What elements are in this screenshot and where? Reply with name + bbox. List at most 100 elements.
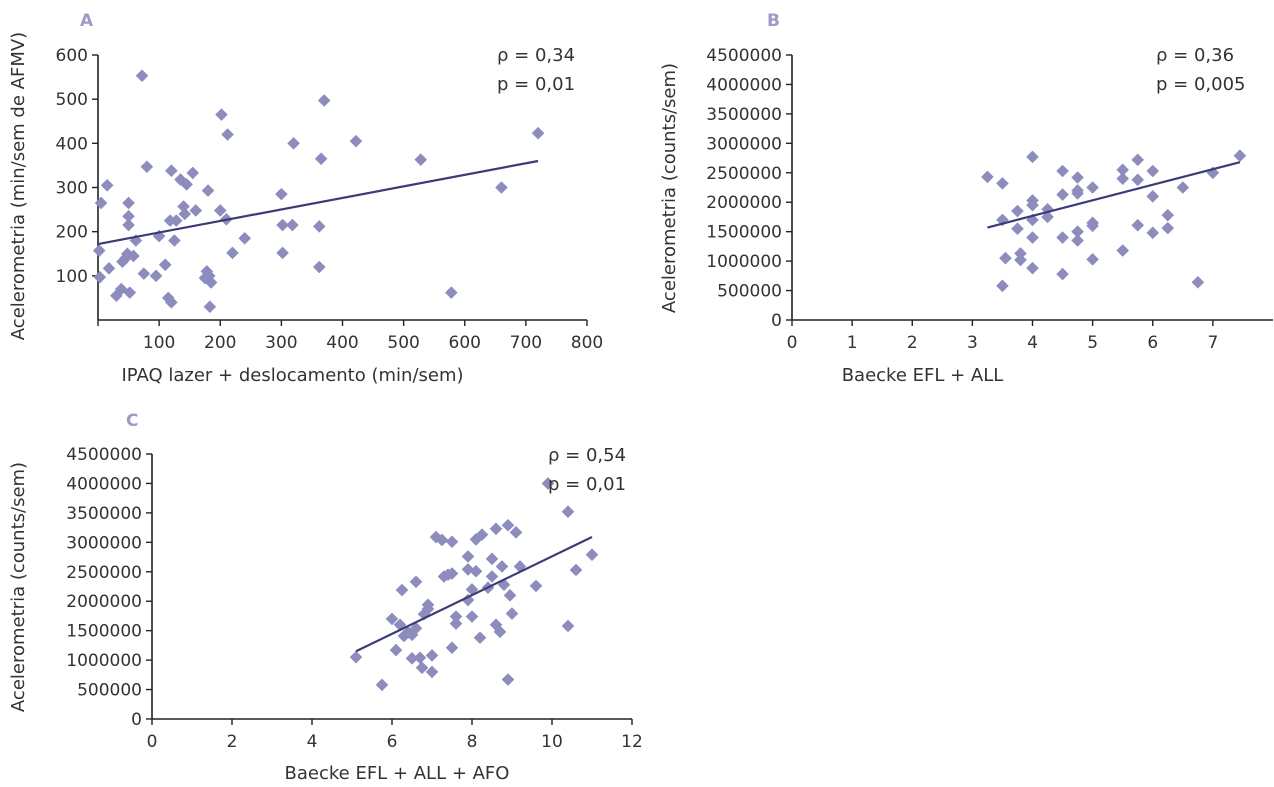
y-tick-label: 100 <box>56 267 88 287</box>
y-axis-title: Acelerometria (counts/sem) <box>659 63 680 313</box>
panel-label-b: B <box>767 11 780 31</box>
y-tick-label: 500000 <box>77 681 142 701</box>
data-point <box>513 560 527 573</box>
data-point <box>414 153 428 166</box>
data-point <box>1116 163 1129 177</box>
data-point <box>469 564 483 578</box>
data-point <box>186 166 200 180</box>
data-point <box>312 220 326 233</box>
x-tick-label: 800 <box>571 333 603 353</box>
data-point <box>287 137 300 150</box>
data-point <box>1071 234 1084 247</box>
data-point <box>421 598 435 612</box>
data-point <box>349 134 363 148</box>
data-point <box>1014 253 1027 267</box>
data-point <box>1131 173 1145 187</box>
y-tick-label: 600 <box>56 46 88 66</box>
data-point <box>158 258 172 272</box>
x-tick-label: 2 <box>907 333 918 353</box>
data-point <box>1011 222 1024 236</box>
data-point <box>286 218 299 232</box>
data-point <box>276 246 289 260</box>
data-point <box>465 583 479 596</box>
data-point <box>495 181 508 194</box>
chart-panel-b: B 0 500000 1000000 1500000 2000000 2500000 3000… <box>659 11 1273 386</box>
data-point <box>221 128 234 141</box>
y-tick-label: 400 <box>56 134 88 154</box>
y-tick-label: 4000000 <box>66 474 142 494</box>
data-point <box>501 518 515 532</box>
p-value-annotation: p = 0,01 <box>548 474 626 495</box>
x-tick-label: 4 <box>307 732 318 752</box>
data-point <box>169 214 183 227</box>
data-point <box>445 286 458 299</box>
p-value-annotation: p = 0,005 <box>1156 74 1245 95</box>
data-point <box>161 291 175 305</box>
data-point <box>1131 218 1145 232</box>
y-tick-label: 3500000 <box>66 504 142 524</box>
y-tick-label: 4000000 <box>706 75 782 95</box>
data-point <box>1056 231 1069 244</box>
y-tick-label: 2500000 <box>66 563 142 583</box>
y-tick-label: 500000 <box>717 282 782 302</box>
data-point <box>395 583 409 597</box>
data-point <box>509 526 523 539</box>
x-tick-label: 2 <box>227 732 238 752</box>
p-value-annotation: p = 0,01 <box>497 74 575 95</box>
data-point <box>495 560 509 573</box>
data-point <box>94 196 108 210</box>
data-point <box>473 631 487 645</box>
data-point <box>561 505 575 519</box>
y-tick-label: 2000000 <box>706 193 782 213</box>
y-tick-label: 1500000 <box>706 223 782 243</box>
data-point <box>1131 153 1145 167</box>
data-point <box>405 652 419 665</box>
data-point <box>189 204 203 217</box>
data-point <box>174 173 187 186</box>
data-point <box>529 579 543 593</box>
data-point <box>165 164 178 178</box>
chart-panel-c: C 0 500000 1000000 1500000 2000000 2500000 3000… <box>8 411 643 784</box>
data-point <box>1176 181 1190 194</box>
data-point <box>1146 226 1160 240</box>
x-tick-label: 4 <box>1027 333 1038 353</box>
data-point <box>401 626 415 639</box>
data-point <box>110 289 123 303</box>
rho-annotation: ρ = 0,54 <box>548 445 626 466</box>
panel-label-a: A <box>80 11 94 31</box>
data-point <box>1026 150 1039 164</box>
x-tick-label: 12 <box>621 732 643 752</box>
y-tick-label: 200 <box>56 223 88 243</box>
data-point <box>501 673 515 686</box>
data-point <box>425 649 439 662</box>
data-point <box>165 296 178 309</box>
data-point <box>149 269 163 283</box>
data-point <box>1071 187 1084 200</box>
data-point <box>445 535 459 549</box>
y-tick-label: 2500000 <box>706 164 782 184</box>
data-point <box>449 610 463 623</box>
data-point <box>999 251 1012 265</box>
data-point <box>489 522 503 536</box>
data-point <box>1026 231 1039 244</box>
data-point <box>140 160 154 174</box>
data-point <box>1056 164 1069 178</box>
data-point <box>1086 219 1099 233</box>
data-point <box>204 276 218 289</box>
data-point <box>493 625 507 639</box>
data-point <box>415 661 429 675</box>
data-point <box>137 267 151 280</box>
y-axis-title: Acelerometria (counts/sem) <box>8 462 29 712</box>
y-tick-label: 300 <box>56 179 88 199</box>
data-point <box>485 552 499 566</box>
data-point <box>1071 171 1084 184</box>
data-point <box>226 246 239 260</box>
regression-line <box>987 161 1241 229</box>
rho-annotation: ρ = 0,34 <box>497 45 575 66</box>
data-point <box>100 178 114 192</box>
data-point <box>375 678 389 692</box>
data-point <box>429 530 443 544</box>
data-point <box>1056 188 1069 201</box>
data-point <box>409 575 423 589</box>
